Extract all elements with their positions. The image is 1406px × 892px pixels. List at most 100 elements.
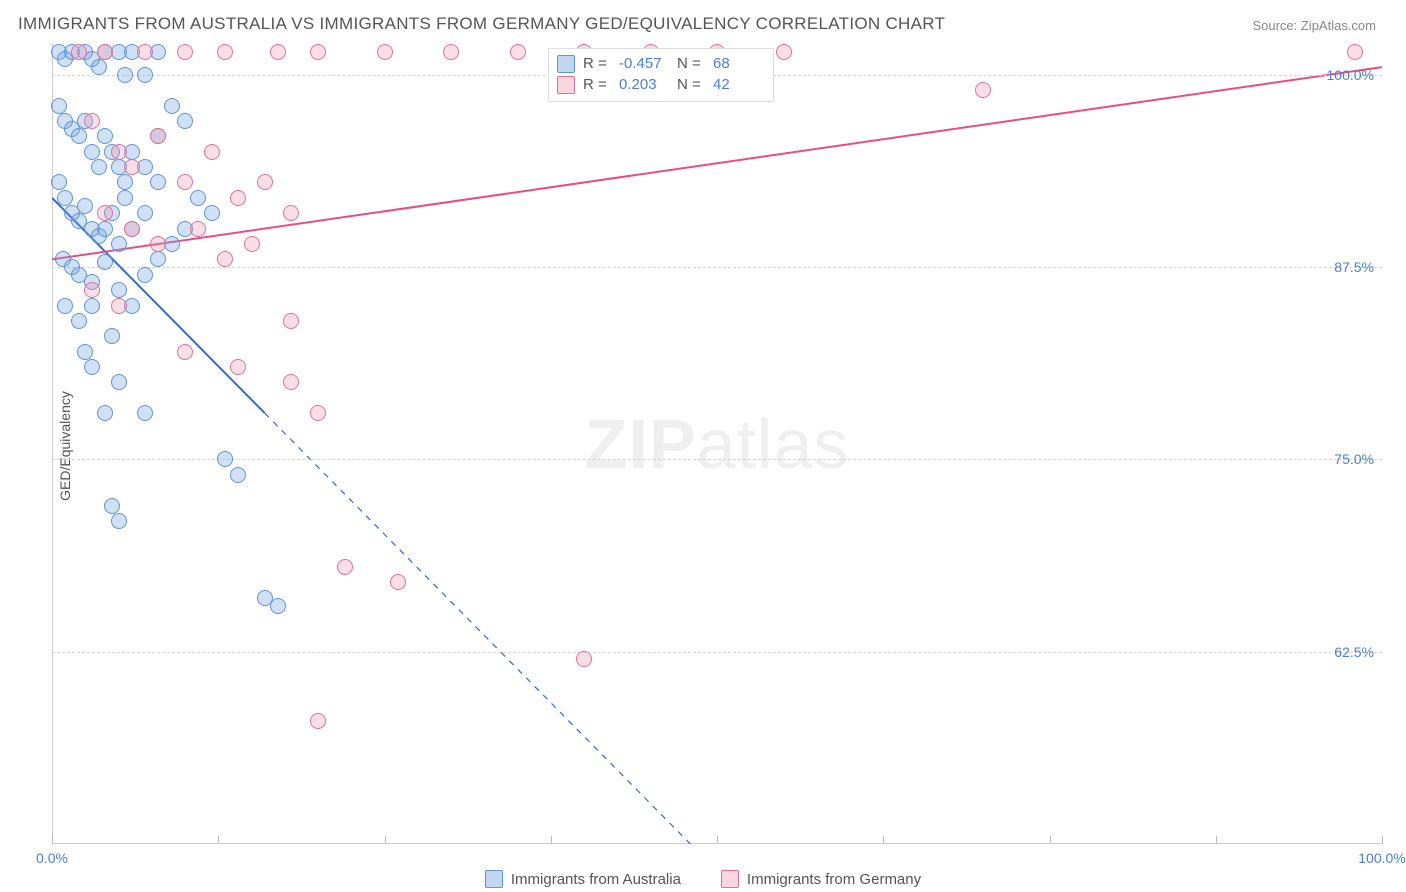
data-point xyxy=(283,205,299,221)
data-point xyxy=(84,359,100,375)
data-point xyxy=(124,221,140,237)
data-point xyxy=(776,44,792,60)
data-point xyxy=(57,298,73,314)
data-point xyxy=(111,298,127,314)
stats-row: R = -0.457 N = 68 xyxy=(557,53,763,74)
data-point xyxy=(51,174,67,190)
data-point xyxy=(97,405,113,421)
data-point xyxy=(310,405,326,421)
stat-n-value: 42 xyxy=(713,74,763,95)
watermark: ZIPatlas xyxy=(585,404,850,484)
data-point xyxy=(77,344,93,360)
watermark-rest: atlas xyxy=(697,405,850,483)
data-point xyxy=(310,44,326,60)
data-point xyxy=(137,67,153,83)
data-point xyxy=(1347,44,1363,60)
y-tick-label: 62.5% xyxy=(1334,644,1374,660)
x-tick xyxy=(218,836,219,844)
data-point xyxy=(137,267,153,283)
data-point xyxy=(975,82,991,98)
data-point xyxy=(117,67,133,83)
x-tick xyxy=(52,836,53,844)
data-point xyxy=(576,651,592,667)
data-point xyxy=(51,98,67,114)
data-point xyxy=(257,174,273,190)
x-tick xyxy=(551,836,552,844)
data-point xyxy=(124,159,140,175)
data-point xyxy=(111,374,127,390)
stat-r-value: -0.457 xyxy=(619,53,669,74)
legend-label: Immigrants from Australia xyxy=(511,871,681,888)
data-point xyxy=(57,190,73,206)
stat-r-value: 0.203 xyxy=(619,74,669,95)
data-point xyxy=(71,128,87,144)
stat-n-value: 68 xyxy=(713,53,763,74)
trend-line-dashed xyxy=(265,413,691,844)
legend-item: Immigrants from Germany xyxy=(721,870,921,888)
x-tick-label: 0.0% xyxy=(36,850,68,866)
data-point xyxy=(230,359,246,375)
gridline xyxy=(52,652,1382,653)
data-point xyxy=(137,44,153,60)
data-point xyxy=(150,174,166,190)
x-tick-label: 100.0% xyxy=(1358,850,1405,866)
chart-title: IMMIGRANTS FROM AUSTRALIA VS IMMIGRANTS … xyxy=(18,14,945,34)
y-axis-line xyxy=(52,44,53,844)
source-link[interactable]: ZipAtlas.com xyxy=(1301,18,1376,33)
y-tick-label: 87.5% xyxy=(1334,259,1374,275)
data-point xyxy=(283,313,299,329)
stat-n-label: N = xyxy=(677,53,705,74)
data-point xyxy=(71,313,87,329)
data-point xyxy=(97,44,113,60)
data-point xyxy=(104,328,120,344)
gridline xyxy=(52,267,1382,268)
data-point xyxy=(97,221,113,237)
data-point xyxy=(217,251,233,267)
data-point xyxy=(71,44,87,60)
data-point xyxy=(244,236,260,252)
data-point xyxy=(443,44,459,60)
watermark-bold: ZIP xyxy=(585,405,697,483)
x-tick xyxy=(385,836,386,844)
data-point xyxy=(190,190,206,206)
source-prefix: Source: xyxy=(1252,18,1300,33)
data-point xyxy=(270,44,286,60)
data-point xyxy=(390,574,406,590)
x-tick xyxy=(883,836,884,844)
correlation-stats-box: R = -0.457 N = 68R = 0.203 N = 42 xyxy=(548,48,774,102)
data-point xyxy=(77,198,93,214)
data-point xyxy=(84,298,100,314)
data-point xyxy=(164,98,180,114)
source-attribution: Source: ZipAtlas.com xyxy=(1252,18,1376,33)
stat-r-label: R = xyxy=(583,53,611,74)
data-point xyxy=(177,174,193,190)
data-point xyxy=(150,236,166,252)
data-point xyxy=(177,344,193,360)
data-point xyxy=(217,451,233,467)
data-point xyxy=(84,282,100,298)
data-point xyxy=(104,498,120,514)
data-point xyxy=(137,405,153,421)
data-point xyxy=(310,713,326,729)
data-point xyxy=(91,159,107,175)
data-point xyxy=(510,44,526,60)
series-swatch xyxy=(485,870,503,888)
data-point xyxy=(230,467,246,483)
data-point xyxy=(190,221,206,237)
data-point xyxy=(230,190,246,206)
data-point xyxy=(111,282,127,298)
series-swatch xyxy=(721,870,739,888)
data-point xyxy=(117,190,133,206)
data-point xyxy=(217,44,233,60)
legend-item: Immigrants from Australia xyxy=(485,870,681,888)
data-point xyxy=(204,144,220,160)
stat-n-label: N = xyxy=(677,74,705,95)
x-tick xyxy=(1382,836,1383,844)
data-point xyxy=(97,254,113,270)
data-point xyxy=(337,559,353,575)
data-point xyxy=(97,128,113,144)
data-point xyxy=(150,251,166,267)
data-point xyxy=(91,59,107,75)
data-point xyxy=(177,113,193,129)
data-point xyxy=(177,44,193,60)
